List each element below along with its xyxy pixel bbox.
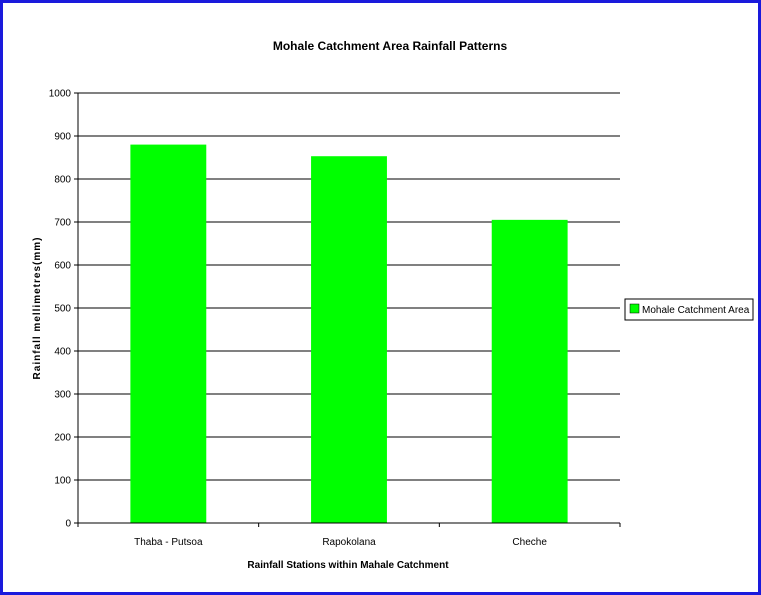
legend: Mohale Catchment Area: [624, 298, 754, 321]
legend-swatch: [629, 303, 640, 314]
y-tick-label: 500: [54, 304, 71, 315]
y-tick-label: 0: [65, 519, 71, 530]
chart-title: Mohale Catchment Area Rainfall Patterns: [273, 39, 508, 53]
y-ticks: 0 100 200 300 400 500 600 700 800 900 1000: [49, 89, 78, 530]
legend-label: Mohale Catchment Area: [642, 305, 750, 316]
y-tick-label: 400: [54, 347, 71, 358]
x-axis-title: Rainfall Stations within Mahale Catchmen…: [247, 560, 449, 571]
bars: [130, 144, 568, 523]
y-tick-label: 1000: [49, 89, 72, 100]
x-tick-label: Rapokolana: [322, 537, 376, 548]
y-tick-label: 100: [54, 476, 71, 487]
y-tick-label: 900: [54, 132, 71, 143]
legend-box: [624, 298, 754, 321]
bar: [311, 156, 387, 523]
y-axis-title: Rainfall mellimetres(mm): [32, 237, 43, 380]
y-tick-label: 200: [54, 433, 71, 444]
x-ticks: Thaba - Putsoa Rapokolana Cheche: [77, 523, 621, 548]
bar: [130, 144, 207, 523]
x-tick-label: Thaba - Putsoa: [134, 537, 203, 548]
y-tick-label: 300: [54, 390, 71, 401]
y-tick-label: 600: [54, 261, 71, 272]
y-tick-label: 700: [54, 218, 71, 229]
bar: [491, 219, 568, 523]
x-tick-label: Cheche: [512, 537, 547, 548]
y-tick-label: 800: [54, 175, 71, 186]
